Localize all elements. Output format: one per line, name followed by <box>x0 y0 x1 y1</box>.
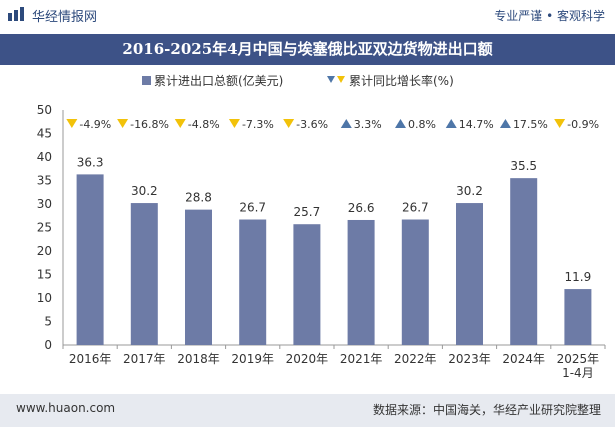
bar <box>76 174 104 345</box>
decrease-marker <box>228 119 240 128</box>
growth-rate-label: -0.9% <box>567 118 599 131</box>
y-tick-label: 50 <box>37 103 52 117</box>
bar <box>456 203 483 345</box>
bar <box>293 224 321 345</box>
x-tick-label: 2018年 <box>177 352 220 366</box>
data-source: 数据来源：中国海关，华经产业研究院整理 <box>372 403 601 417</box>
bar-value-label: 26.7 <box>402 201 429 215</box>
y-tick-label: 15 <box>37 268 52 282</box>
decrease-marker <box>66 119 78 128</box>
chart-title: 2016-2025年4月中国与埃塞俄比亚双边货物进出口额 <box>122 40 493 58</box>
growth-rate-label: 0.8% <box>408 118 436 131</box>
increase-marker <box>445 119 457 128</box>
bar-value-label: 26.7 <box>239 201 266 215</box>
bar-value-label: 36.3 <box>77 155 104 169</box>
bar <box>564 289 592 345</box>
x-tick-label: 2022年 <box>394 352 437 366</box>
legend-label-total: 累计进出口总额(亿美元) <box>154 73 283 88</box>
growth-rate-label: -3.6% <box>296 118 328 131</box>
site-url[interactable]: www.huaon.com <box>16 401 116 415</box>
bar-value-label: 11.9 <box>565 270 592 284</box>
legend-label-growth: 累计同比增长率(%) <box>349 73 454 88</box>
x-tick-label: 2023年 <box>448 352 491 366</box>
bar-value-label: 25.7 <box>294 205 321 219</box>
y-tick-label: 45 <box>37 127 52 141</box>
legend-marker-down <box>337 76 345 83</box>
top-bar: 华经情报网 专业严谨 • 客观科学 <box>0 0 615 28</box>
increase-marker <box>340 119 352 128</box>
y-tick-label: 20 <box>37 244 52 258</box>
y-tick-label: 30 <box>37 197 52 211</box>
increase-marker <box>499 119 511 128</box>
bar <box>239 219 267 345</box>
bar <box>347 219 375 345</box>
slogan: 专业严谨 • 客观科学 <box>494 9 605 23</box>
bar <box>185 209 212 345</box>
bar-value-label: 26.6 <box>348 201 375 215</box>
bar-value-label: 35.5 <box>510 159 537 173</box>
bar <box>510 178 538 345</box>
growth-rate-label: -4.8% <box>188 118 220 131</box>
footer-bar <box>0 394 615 427</box>
growth-rate-label: -7.3% <box>242 118 274 131</box>
y-tick-label: 35 <box>37 174 52 188</box>
increase-marker <box>395 119 406 128</box>
x-tick-label: 2024年 <box>502 352 545 366</box>
growth-rate-label: 3.3% <box>354 118 382 131</box>
y-tick-label: 10 <box>37 291 52 305</box>
growth-rate-label: -4.9% <box>79 118 111 131</box>
decrease-marker <box>283 119 295 128</box>
x-tick-label: 2020年 <box>286 352 329 366</box>
growth-rate-label: 17.5% <box>513 118 548 131</box>
x-tick-label: 2016年 <box>69 352 112 366</box>
x-tick-label: 2021年 <box>340 352 383 366</box>
growth-rate-label: 14.7% <box>459 118 494 131</box>
y-tick-label: 25 <box>37 221 52 235</box>
bar-value-label: 30.2 <box>456 184 483 198</box>
y-tick-label: 5 <box>44 315 52 329</box>
title-bar <box>0 34 615 65</box>
bar <box>401 219 429 345</box>
brand-name: 华经情报网 <box>32 10 98 25</box>
chart: 累计进出口总额(亿美元) 累计同比增长率(%) 0 5 10 15 20 25 30 35 40 45… <box>37 73 606 380</box>
legend-swatch-total <box>142 76 151 85</box>
x-tick-label: 2017年 <box>123 352 166 366</box>
legend-marker-up <box>327 76 335 83</box>
y-tick-label: 40 <box>37 150 52 164</box>
decrease-marker <box>554 119 566 128</box>
x-tick-label: 2019年 <box>231 352 274 366</box>
x-tick-label: 1-4月 <box>562 366 594 380</box>
decrease-marker <box>174 119 186 128</box>
y-tick-label: 0 <box>44 338 52 352</box>
growth-rate-label: -16.8% <box>130 118 169 131</box>
bar <box>130 203 158 345</box>
x-tick-label: 2025年 <box>557 352 600 366</box>
logo-icon <box>8 7 24 21</box>
decrease-marker <box>117 119 129 128</box>
bar-value-label: 28.8 <box>185 191 212 205</box>
bar-value-label: 30.2 <box>131 184 158 198</box>
